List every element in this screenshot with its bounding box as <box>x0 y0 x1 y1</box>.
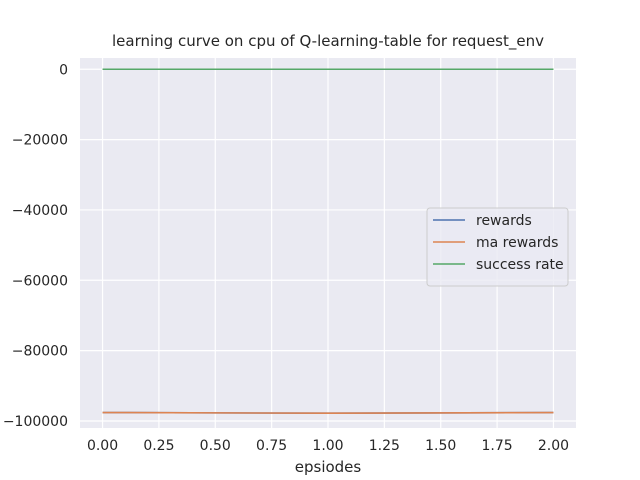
legend-box <box>426 207 569 287</box>
y-tick-label: −100000 <box>3 414 68 430</box>
series-lines <box>102 68 554 415</box>
y-tick-label: −80000 <box>12 344 68 360</box>
legend-label: ma rewards <box>476 235 558 251</box>
legend-label: rewards <box>476 213 532 229</box>
x-tick-label: 0.75 <box>256 438 287 454</box>
y-tick-label: −60000 <box>12 273 68 289</box>
x-tick-label: 1.00 <box>312 438 343 454</box>
legend: rewards ma rewards success rate <box>426 207 569 287</box>
chart-title: learning curve on cpu of Q-learning-tabl… <box>112 32 544 51</box>
x-tick-label: 0.00 <box>87 438 118 454</box>
y-tick-labels: 0 −20000 −40000 −60000 −80000 −100000 <box>3 62 68 430</box>
y-tick-label: −20000 <box>12 133 68 149</box>
x-tick-label: 0.50 <box>200 438 231 454</box>
y-tick-label: −40000 <box>12 203 68 219</box>
legend-label: success rate <box>476 257 564 273</box>
x-tick-label: 2.00 <box>538 438 569 454</box>
x-tick-label: 1.25 <box>369 438 400 454</box>
x-tick-label: 0.25 <box>143 438 174 454</box>
x-tick-labels: 0.00 0.25 0.50 0.75 1.00 1.25 1.50 1.75 2.00 <box>87 438 569 454</box>
x-axis-label: epsiodes <box>295 458 362 476</box>
y-tick-label: 0 <box>59 62 68 78</box>
x-tick-label: 1.50 <box>425 438 456 454</box>
series-line-ma-rewards <box>102 411 554 415</box>
x-tick-label: 1.75 <box>482 438 513 454</box>
